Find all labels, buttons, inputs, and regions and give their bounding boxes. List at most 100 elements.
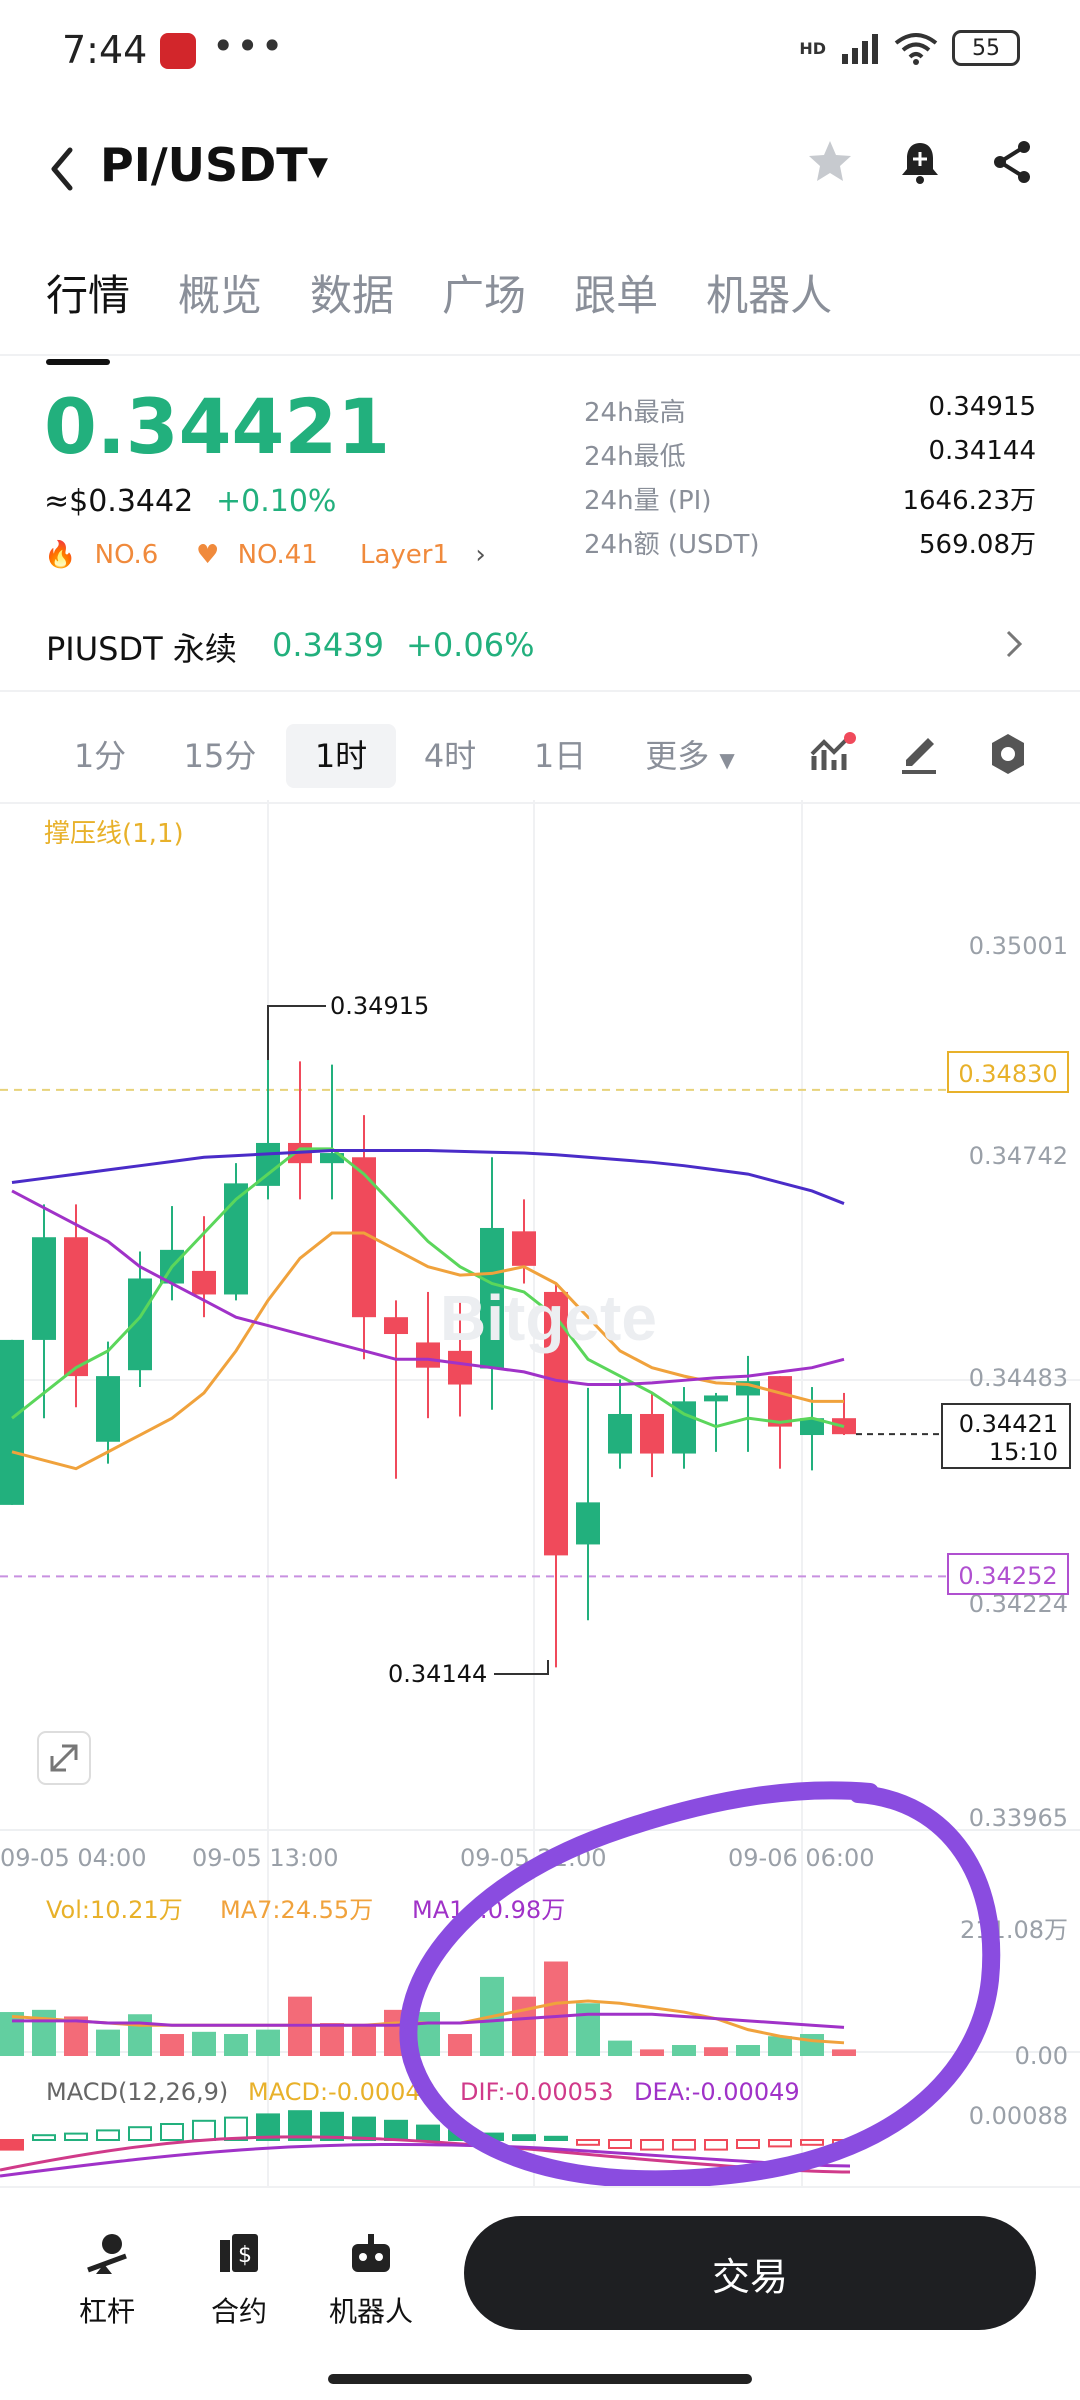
- tab-copy-trade[interactable]: 跟单: [574, 271, 659, 320]
- y-tick: 0.35001: [969, 932, 1068, 960]
- macd-bar: [640, 2139, 664, 2151]
- tab-data[interactable]: 数据: [310, 271, 395, 320]
- back-icon[interactable]: [46, 144, 80, 194]
- home-indicator[interactable]: [328, 2374, 752, 2384]
- macd-bar: [800, 2139, 824, 2146]
- volume-bar: [512, 1996, 536, 2056]
- candle-body: [544, 1291, 568, 1556]
- y-tick: 0.33965: [969, 1804, 1068, 1832]
- volume-bar: [832, 2049, 856, 2056]
- app-notification-icon: [160, 33, 196, 69]
- chart-grid: [0, 800, 1080, 2186]
- stat-value: 0.34915: [928, 392, 1036, 422]
- volume-bar: [768, 2036, 792, 2056]
- price-change: +0.10%: [216, 484, 337, 519]
- macd-bar: [672, 2139, 696, 2151]
- usd-price: ≈$0.3442: [44, 484, 194, 519]
- draw-icon[interactable]: [892, 726, 948, 782]
- tab-bots[interactable]: 机器人: [706, 271, 833, 320]
- candle-body: [32, 1237, 56, 1340]
- volume-bar: [800, 2034, 824, 2056]
- macd-bar: [256, 2113, 280, 2141]
- macd-bar: [96, 2129, 120, 2141]
- tf-1m[interactable]: 1分: [73, 737, 127, 775]
- low-label: 0.34144: [388, 1660, 487, 1688]
- pair-dropdown-icon[interactable]: ▼: [308, 152, 328, 182]
- leverage-icon: [87, 2234, 127, 2274]
- settings-icon[interactable]: [980, 726, 1036, 782]
- volume-bar: [352, 2025, 376, 2056]
- support-label-box: [947, 1553, 1069, 1595]
- volume-bar: [128, 2014, 152, 2056]
- volume-bar: [160, 2034, 184, 2056]
- candle-body: [224, 1183, 248, 1295]
- vol-tick: 211.08万: [960, 1916, 1068, 1944]
- x-tick: 09-06 06:00: [728, 1844, 875, 1872]
- trade-button[interactable]: 交易: [464, 2216, 1036, 2330]
- x-tick: 09-05 04:00: [0, 1844, 147, 1872]
- perpetual-name[interactable]: PIUSDT 永续: [46, 630, 237, 668]
- ma-line: [11, 1231, 844, 1471]
- more-notifications-icon: •••: [212, 24, 286, 68]
- volume-bar: [256, 2029, 280, 2056]
- candle-body: [448, 1350, 472, 1385]
- ma-line: [11, 1147, 845, 1429]
- candle-body: [320, 1153, 344, 1164]
- stat-value: 0.34144: [928, 436, 1036, 466]
- robot-button[interactable]: 机器人: [316, 2230, 426, 2330]
- leverage-label: 杠杆: [78, 2295, 135, 2328]
- share-icon[interactable]: [984, 134, 1040, 190]
- price-chart[interactable]: Bitgete 撑压线(1,1) 0.35001 0.34742 0.34483…: [0, 800, 1080, 2186]
- tf-more[interactable]: 更多 ▼: [630, 724, 750, 788]
- indicator-label[interactable]: 撑压线(1,1): [44, 819, 184, 849]
- tf-4h[interactable]: 4时: [423, 737, 477, 775]
- volume-bar: [576, 2003, 600, 2056]
- tf-1d[interactable]: 1日: [533, 737, 587, 775]
- chevron-right-icon: ›: [475, 540, 486, 570]
- wifi-icon: [894, 33, 938, 65]
- low-leader: [494, 1660, 549, 1675]
- x-tick: 09-05 13:00: [192, 1844, 339, 1872]
- fire-icon: 🔥: [44, 540, 77, 570]
- volume-bar: [704, 2047, 728, 2056]
- status-time: 7:44: [62, 28, 148, 72]
- bell-plus-icon[interactable]: [892, 134, 948, 190]
- volume-bar: [64, 2016, 88, 2056]
- tf-more-label: 更多: [645, 737, 710, 775]
- tab-square[interactable]: 广场: [442, 271, 527, 320]
- current-price-box: [941, 1403, 1071, 1469]
- star-icon[interactable]: [802, 134, 858, 190]
- contract-button[interactable]: $ 合约: [184, 2230, 294, 2330]
- high-leader: [267, 1005, 326, 1060]
- leverage-button[interactable]: 杠杆: [52, 2230, 162, 2330]
- macd-bar: [128, 2126, 152, 2141]
- stat-label: 24h额 (USDT): [584, 530, 760, 560]
- candle-body: [608, 1413, 632, 1454]
- category-tag[interactable]: Layer1 ›: [360, 540, 486, 570]
- perpetual-chevron-icon[interactable]: [1000, 624, 1030, 664]
- robot-label: 机器人: [328, 2295, 413, 2328]
- candle-body: [64, 1237, 88, 1377]
- macd-bar: [160, 2123, 184, 2141]
- pair-title[interactable]: PI/USDT: [100, 138, 308, 192]
- volume-bar: [608, 2040, 632, 2056]
- candle-body: [512, 1231, 536, 1266]
- watch-rank[interactable]: ♥ NO.41: [196, 540, 318, 570]
- last-price: 0.34421: [44, 382, 391, 471]
- indicator-icon[interactable]: [804, 726, 860, 782]
- svg-text:$: $: [238, 2243, 252, 2268]
- hot-rank[interactable]: 🔥 NO.6: [44, 540, 158, 570]
- macd-bar: [576, 2139, 600, 2146]
- tf-15m[interactable]: 15分: [183, 737, 257, 775]
- annotation-circle: [399, 1781, 1001, 2186]
- tf-1h[interactable]: 1时: [286, 724, 396, 788]
- tab-market[interactable]: 行情: [46, 262, 130, 365]
- macd-bar: [224, 2116, 248, 2142]
- status-icons: HD 55: [799, 30, 1020, 66]
- tab-overview[interactable]: 概览: [178, 271, 263, 320]
- countdown-label: 15:10: [989, 1438, 1058, 1466]
- volume-bar: [544, 1961, 568, 2056]
- perpetual-divider: [0, 690, 1080, 692]
- macd-bar: [416, 2124, 440, 2142]
- macd-dif: DIF:-0.00053: [460, 2078, 614, 2106]
